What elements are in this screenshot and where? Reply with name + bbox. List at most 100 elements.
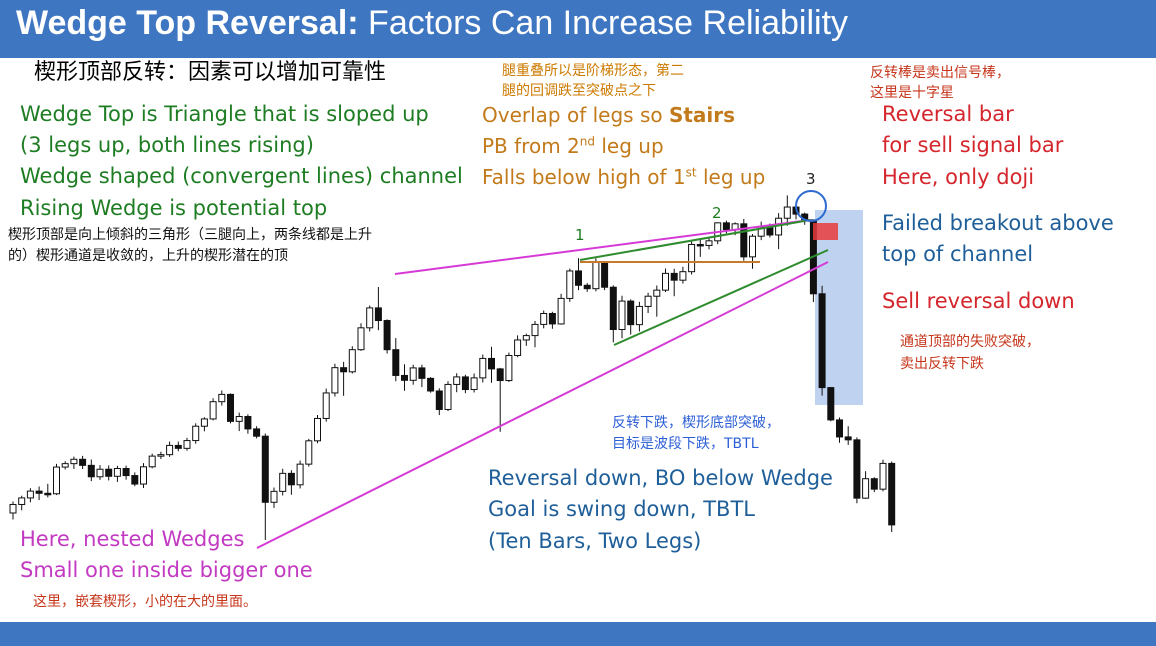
bull-candle xyxy=(348,349,356,373)
right-note-cn-2: 这里是十字星 xyxy=(870,85,954,101)
bottom-note-cn-2: 目标是波段下跌，TBTL xyxy=(612,436,759,452)
right-note-4: Failed breakout above xyxy=(882,211,1114,235)
bull-candle xyxy=(9,503,17,514)
left-note-4: Rising Wedge is potential top xyxy=(20,196,328,220)
title-bold: Wedge Top Reversal: xyxy=(16,4,359,42)
bear-candle xyxy=(340,367,348,373)
bull-candle xyxy=(635,305,643,326)
left-note-1: Wedge Top is Triangle that is sloped up xyxy=(20,102,429,126)
bull-candle xyxy=(479,357,487,379)
bull-candle xyxy=(166,444,174,456)
bull-candle xyxy=(783,206,791,219)
bull-candle xyxy=(470,377,478,391)
nested-note-1: Here, nested Wedges xyxy=(20,527,245,551)
bull-candle xyxy=(270,490,278,503)
bottom-note-3: (Ten Bars, Two Legs) xyxy=(488,529,702,553)
bear-candle xyxy=(122,468,130,477)
right-note-5: top of channel xyxy=(882,242,1034,266)
bull-candle xyxy=(444,383,452,410)
middle-note-2-post: leg up xyxy=(595,134,664,158)
right-note-cn-4: 卖出反转下跌 xyxy=(900,356,984,372)
bear-candle xyxy=(609,286,617,331)
bear-candle xyxy=(174,444,182,449)
bear-candle xyxy=(575,270,582,286)
bull-candle xyxy=(140,466,147,485)
bull-candle xyxy=(148,455,156,468)
bear-candle xyxy=(35,490,43,494)
top-doji-circle xyxy=(795,190,827,222)
right-note-6: Sell reversal down xyxy=(882,289,1075,313)
bull-candle xyxy=(644,295,652,307)
bear-candle xyxy=(105,468,113,477)
bear-candle xyxy=(844,436,852,441)
bear-candle xyxy=(888,462,896,526)
outer-wedge-lower-line xyxy=(256,261,829,549)
bull-candle xyxy=(366,307,374,329)
slide-title: Wedge Top Reversal: Factors Can Increase… xyxy=(16,4,848,43)
bull-candle xyxy=(279,472,287,492)
bear-candle xyxy=(374,307,382,322)
bull-candle xyxy=(113,468,121,477)
bull-candle xyxy=(862,478,870,499)
bull-candle xyxy=(505,355,513,382)
bull-candle xyxy=(409,367,417,381)
bear-candle xyxy=(392,349,400,376)
bear-candle xyxy=(418,367,426,379)
slide-subtitle-cn: 楔形顶部反转：因素可以增加可靠性 xyxy=(34,60,387,85)
bear-candle xyxy=(427,377,435,392)
bear-candle xyxy=(548,312,556,325)
bull-candle xyxy=(200,418,208,427)
bull-candle xyxy=(70,458,78,465)
bull-candle xyxy=(688,243,696,273)
bear-candle xyxy=(870,478,878,490)
bull-candle xyxy=(679,271,687,281)
bull-candle xyxy=(879,462,887,490)
bull-candle xyxy=(705,240,713,246)
bear-candle xyxy=(853,439,861,499)
bear-candle xyxy=(827,387,835,421)
bear-candle xyxy=(488,357,495,370)
bear-candle xyxy=(401,374,408,381)
bull-candle xyxy=(26,490,34,499)
middle-note-3-text: Falls below high of 1 xyxy=(482,165,686,189)
candles-group xyxy=(9,195,896,540)
bull-candle xyxy=(192,425,200,442)
bull-candle xyxy=(618,300,626,331)
bull-candle xyxy=(61,463,69,468)
bottom-note-1: Reversal down, BO below Wedge xyxy=(488,466,833,490)
middle-note-3-post: leg up xyxy=(696,165,766,189)
bear-candle xyxy=(696,243,704,247)
leg-label-2: 2 xyxy=(712,204,722,222)
title-bar xyxy=(0,0,1156,58)
outer-wedge-upper-line xyxy=(394,219,811,275)
bull-candle xyxy=(209,401,217,420)
bull-candle xyxy=(235,416,243,422)
bear-candle xyxy=(601,261,609,288)
middle-note-cn-1: 腿重叠所以是阶梯形态，第二 xyxy=(502,63,684,79)
bull-candle xyxy=(18,497,26,505)
bull-candle xyxy=(96,468,104,478)
footer-bar xyxy=(0,622,1156,646)
bull-candle xyxy=(453,376,461,385)
middle-note-1-bold: Stairs xyxy=(668,103,736,127)
left-note-cn-1: 楔形顶部是向上倾斜的三角形（三腿向上，两条线都是上升 xyxy=(8,227,372,243)
bear-candle xyxy=(261,435,269,503)
bear-candle xyxy=(253,428,261,437)
middle-note-3-sup: st xyxy=(685,165,697,180)
candlestick-chart: 1 2 3 xyxy=(9,170,896,549)
bull-candle xyxy=(218,393,226,403)
bear-candle xyxy=(627,300,635,326)
bear-candle xyxy=(740,223,748,258)
leg-label-3: 3 xyxy=(806,170,816,188)
left-note-cn-2: 的）楔形通道是收敛的，上升的楔形潜在的顶 xyxy=(8,248,288,264)
left-note-2: (3 legs up, both lines rising) xyxy=(20,133,314,157)
leg-label-1: 1 xyxy=(575,226,585,244)
bull-candle xyxy=(540,312,548,325)
bear-candle xyxy=(670,272,678,281)
bottom-note-2: Goal is swing down, TBTL xyxy=(488,497,755,521)
bear-candle xyxy=(131,475,139,485)
bear-candle xyxy=(461,376,469,391)
bull-candle xyxy=(296,463,304,486)
inner-wedge-lower-line xyxy=(613,249,829,346)
bull-candle xyxy=(749,235,756,258)
